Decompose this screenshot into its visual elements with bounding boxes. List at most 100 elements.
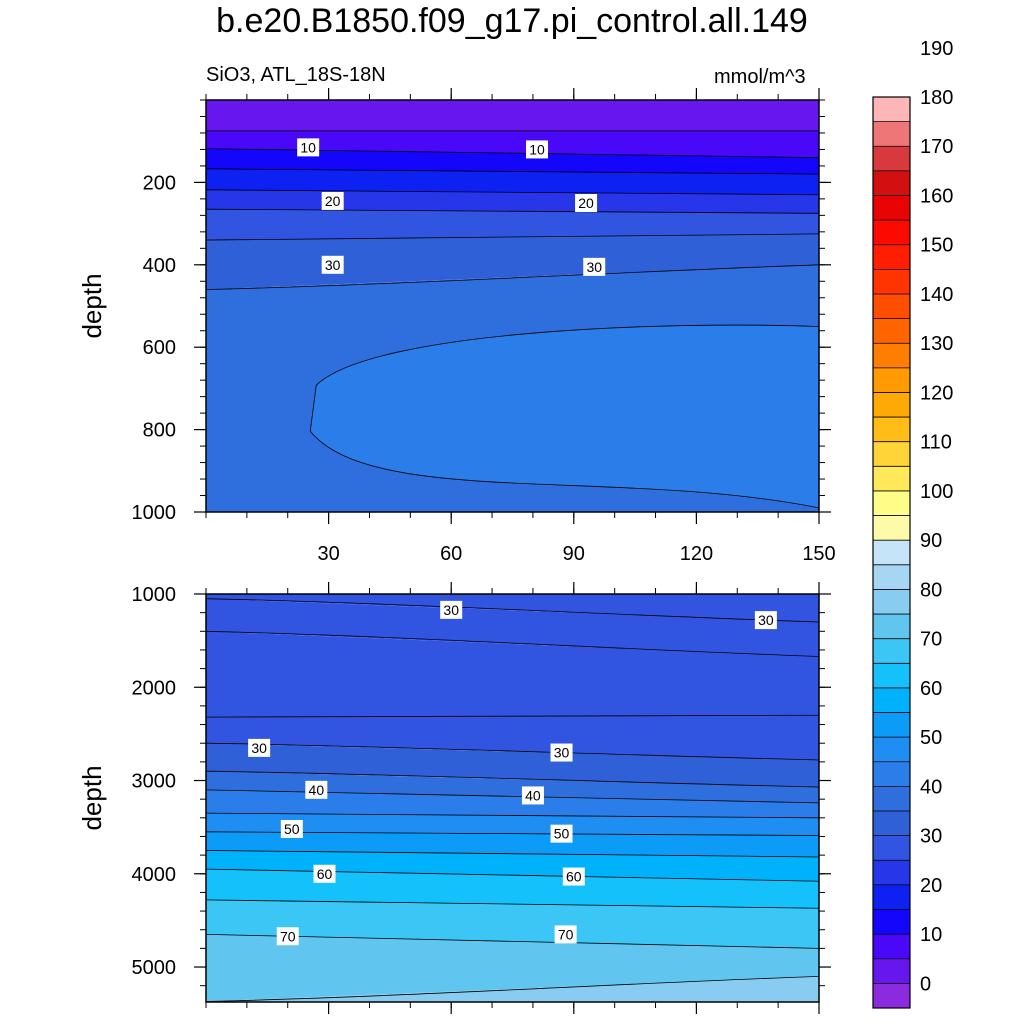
colorbar: 0 10 20 30 40 50 60 70 80 90 100 110 120 130 140 150 160… [872, 38, 953, 1009]
y-tick-label: 600 [143, 337, 176, 359]
units-label: mmol/m^3 [714, 66, 806, 88]
colorbar-swatch [873, 269, 910, 295]
colorbar-swatch [873, 97, 910, 123]
y-tick-label: 4000 [132, 864, 177, 886]
colorbar-label: 60 [920, 678, 942, 700]
y-axis-title: depth [77, 765, 107, 830]
x-tick-label: 30 [317, 543, 339, 565]
contour-label: 40 [525, 787, 541, 803]
contour-label: 30 [443, 602, 459, 618]
colorbar-swatch [873, 761, 910, 787]
colorbar-label: 140 [920, 284, 953, 306]
colorbar-swatch [873, 343, 910, 369]
y-tick-label: 200 [143, 172, 176, 194]
contour-label-box [754, 611, 777, 630]
contour-label: 30 [554, 745, 570, 761]
plot-frame [205, 99, 820, 513]
lower-panel: 30 30 30 30 40 40 50 50 60 60 70 70 1000 2000 3000 4000… [77, 582, 831, 1014]
y-tick-label: 400 [143, 255, 176, 277]
colorbar-swatch [873, 146, 910, 172]
colorbar-label: 50 [920, 727, 942, 749]
contour-line [206, 168, 819, 175]
contour-band [206, 209, 819, 241]
contour-band [206, 598, 819, 657]
colorbar-swatch [873, 638, 910, 664]
y-tick-label: 1000 [132, 502, 177, 524]
colorbar-label: 170 [920, 136, 953, 158]
colorbar-swatch [873, 934, 910, 960]
colorbar-swatch [873, 466, 910, 492]
contour-band [206, 148, 819, 175]
contour-line [206, 742, 819, 761]
contour-line [206, 850, 819, 858]
colorbar-swatch [873, 441, 910, 467]
colorbar-label: 100 [920, 481, 953, 503]
contour-label: 30 [586, 259, 602, 275]
colorbar-swatch [873, 835, 910, 861]
plot-area [206, 594, 819, 1002]
contour-label: 10 [529, 141, 545, 157]
contour-line [206, 189, 819, 196]
contour-band [206, 594, 819, 622]
colorbar-label: 130 [920, 333, 953, 355]
contour-band [206, 869, 819, 909]
colorbar-swatch [873, 663, 910, 689]
y-tick-label: 5000 [132, 957, 177, 979]
contour-label: 70 [558, 926, 574, 942]
contour-label-box [313, 864, 336, 883]
contour-label-box [550, 824, 573, 843]
contour-label: 50 [554, 826, 570, 842]
plot-frame [205, 593, 820, 1003]
contour-label-box [297, 138, 320, 157]
upper-panel: 10 10 20 20 30 30 200 400 600 800 1000 depth 30 60 90 1… [77, 88, 836, 565]
colorbar-label: 20 [920, 875, 942, 897]
colorbar-swatch [873, 958, 910, 984]
colorbar-swatch [873, 170, 910, 196]
colorbar-frame [872, 96, 911, 1009]
colorbar-swatch [873, 786, 910, 812]
contour-band [206, 130, 819, 158]
colorbar-swatch [873, 687, 910, 713]
colorbar-label: 10 [920, 924, 942, 946]
contour-band [206, 233, 819, 290]
colorbar-swatch [873, 515, 910, 541]
contour-label: 40 [309, 782, 325, 798]
contour-label-box [554, 925, 577, 944]
contour-band [206, 771, 819, 803]
colorbar-swatch [873, 244, 910, 270]
y-axis-title: depth [77, 273, 107, 338]
y-tick-label: 3000 [132, 771, 177, 793]
contour-band [206, 715, 819, 760]
contour-band [206, 743, 819, 788]
colorbar-swatch [873, 540, 910, 566]
contour-label-box [521, 786, 544, 805]
colorbar-label: 80 [920, 579, 942, 601]
colorbar-swatch [873, 737, 910, 763]
colorbar-label: 0 [920, 973, 931, 995]
contour-line [206, 148, 819, 159]
contour-label: 60 [566, 869, 582, 885]
contour-band [206, 168, 819, 195]
contour-line [206, 899, 819, 909]
colorbar-swatch [873, 121, 910, 147]
x-tick-label: 60 [440, 543, 462, 565]
colorbar-label: 160 [920, 185, 953, 207]
plot-area [206, 100, 819, 512]
contour-label-box [583, 257, 606, 276]
colorbar-label: 40 [920, 776, 942, 798]
colorbar-swatch [873, 392, 910, 418]
contour-band [206, 934, 819, 1002]
contour-label-box [575, 194, 598, 212]
contour-band [206, 189, 819, 214]
contour-label: 30 [251, 740, 267, 756]
contour-line [206, 975, 819, 1002]
colorbar-swatch [873, 195, 910, 221]
colorbar-label: 90 [920, 530, 942, 552]
colorbar-label: 110 [920, 432, 952, 454]
colorbar-label: 120 [920, 382, 953, 404]
colorbar-label: 70 [920, 629, 942, 651]
contour-region [309, 324, 819, 509]
contour-band [206, 100, 819, 131]
contour-label-box [562, 867, 585, 886]
contour-label: 30 [325, 257, 341, 273]
